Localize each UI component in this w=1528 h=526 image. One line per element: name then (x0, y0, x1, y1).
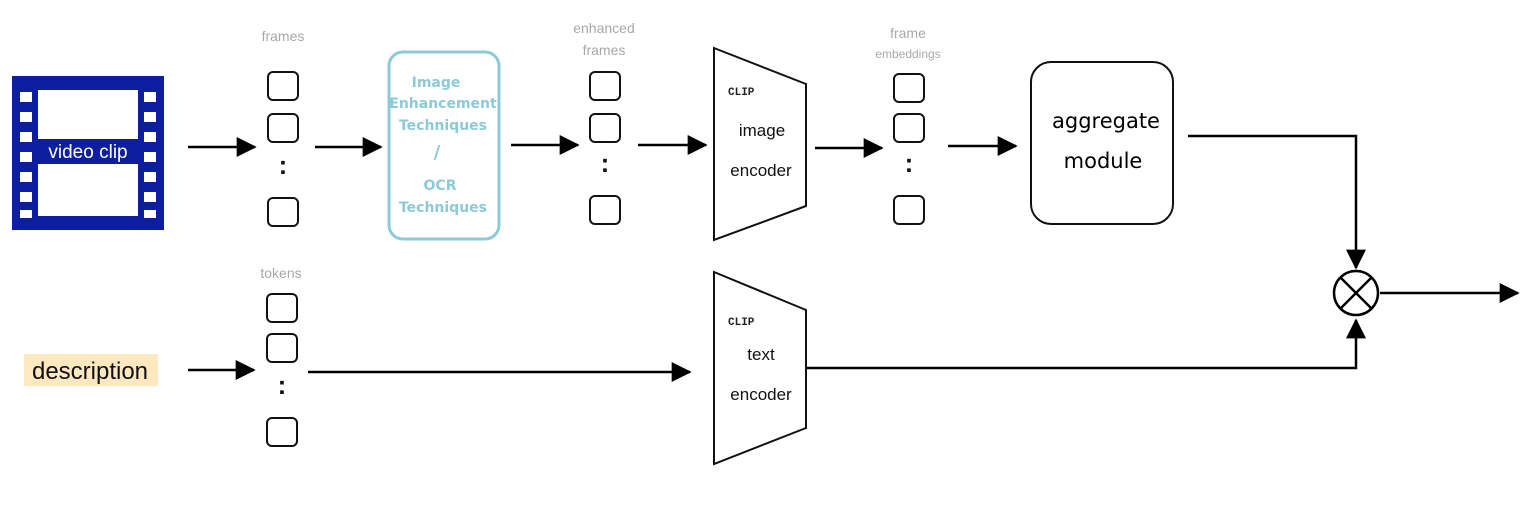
arrow-aggregate-to-combine (1188, 134, 1366, 270)
enhanced-frames-label-1: enhanced (573, 20, 635, 36)
enhancement-line5: Techniques (399, 200, 487, 216)
description-label: description (32, 358, 148, 385)
film-holes-left (20, 92, 32, 218)
multiply-circle-icon (1332, 269, 1380, 317)
frame-box (267, 71, 299, 101)
frame-embeddings-stack (893, 73, 925, 225)
embedding-box (893, 73, 925, 103)
text-encoder-line2: encoder (730, 385, 792, 404)
aggregate-line2: module (1064, 149, 1143, 173)
frame-embeddings-label-2: embeddings (875, 47, 940, 61)
flow-arrows (188, 134, 1520, 382)
frame-embeddings-ellipsis: : (905, 148, 914, 178)
frames-stack (267, 71, 299, 227)
tokens-stack (266, 293, 298, 447)
film-holes-right (144, 92, 156, 218)
image-encoder-tag: CLIP (728, 87, 755, 99)
enhancement-box (387, 50, 501, 241)
image-encoder-line1: image (739, 121, 785, 140)
enhanced-frame-box (589, 195, 621, 225)
text-encoder-line1: text (747, 345, 775, 364)
text-encoder-shape (713, 270, 807, 466)
tokens-label: tokens (260, 265, 301, 281)
enhancement-separator: / (434, 142, 441, 163)
image-encoder-line2: encoder (730, 161, 792, 180)
token-box (266, 417, 298, 447)
enhanced-frames-stack (589, 71, 621, 225)
enhanced-frames-ellipsis: : (601, 148, 610, 178)
embedding-box (893, 113, 925, 143)
arrow-text-to-combine (806, 318, 1366, 370)
text-encoder-tag: CLIP (728, 317, 755, 329)
enhancement-line1: Image (412, 75, 461, 91)
frame-box (267, 197, 299, 227)
enhancement-line4: OCR (424, 178, 457, 194)
token-box (266, 333, 298, 363)
frame-embeddings-label-1: frame (890, 25, 926, 41)
tokens-ellipsis: : (278, 370, 287, 400)
enhancement-line3: Techniques (399, 118, 487, 134)
video-clip-label: video clip (48, 142, 127, 163)
enhanced-frames-label-2: frames (583, 42, 626, 58)
frames-ellipsis: : (279, 150, 288, 180)
enhanced-frame-box (589, 113, 621, 143)
description-highlight (24, 354, 158, 386)
token-box (266, 293, 298, 323)
video-clip-label-bg (38, 139, 138, 164)
frame-box (267, 113, 299, 143)
enhanced-frame-box (589, 71, 621, 101)
video-clip-icon: video clip (12, 76, 164, 230)
embedding-box (893, 195, 925, 225)
frames-label: frames (262, 28, 305, 44)
aggregate-line1: aggregate (1052, 109, 1160, 133)
aggregate-module-box (1030, 61, 1174, 225)
enhancement-line2: Enhancement (389, 96, 497, 112)
image-encoder-shape (713, 46, 807, 242)
